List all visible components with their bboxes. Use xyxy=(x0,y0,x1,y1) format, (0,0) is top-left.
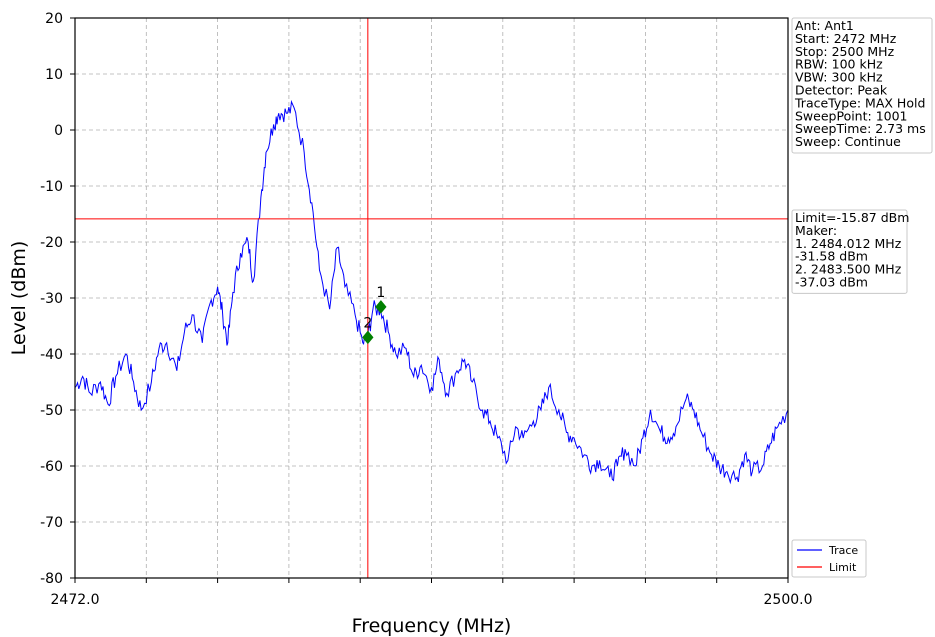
limit-box-line: -31.58 dBm xyxy=(795,249,868,264)
legend-label-trace: Trace xyxy=(828,544,858,557)
y-tick-label: -40 xyxy=(40,347,63,363)
limit-box-line: Limit=-15.87 dBm xyxy=(795,210,909,225)
limit-box-line: 2. 2483.500 MHz xyxy=(795,262,902,277)
y-axis-ticks: 20 10 0 -10 -20 -30 -40 -50 -60 -70 -80 xyxy=(40,11,75,587)
legend: Trace Limit xyxy=(791,539,867,578)
limit-box-line: -37.03 dBm xyxy=(795,275,868,290)
limit-box-line: 1. 2484.012 MHz xyxy=(795,236,902,251)
info-box-line: Detector: Peak xyxy=(795,83,888,98)
y-tick-label: 10 xyxy=(45,67,63,83)
trace-line xyxy=(74,99,789,485)
limit-box-line: Maker: xyxy=(795,223,837,238)
y-tick-label: -60 xyxy=(40,459,63,475)
info-box-line: SweepPoint: 1001 xyxy=(795,108,908,123)
legend-label-limit: Limit xyxy=(829,561,857,574)
plot-frame xyxy=(74,17,789,579)
x-axis-ticks: 2472.0 2500.0 xyxy=(51,578,813,608)
legend-border xyxy=(791,539,867,578)
y-tick-label: -50 xyxy=(40,403,63,419)
info-box-line: TraceType: MAX Hold xyxy=(794,95,925,110)
info-box-line: VBW: 300 kHz xyxy=(795,70,883,85)
y-tick-label: -10 xyxy=(40,179,63,195)
overlay-layer: 12 xyxy=(75,18,788,578)
info-box-line: Stop: 2500 MHz xyxy=(795,44,895,59)
y-tick-label: -20 xyxy=(40,235,63,251)
series-layer xyxy=(74,99,789,485)
x-axis-title: Frequency (MHz) xyxy=(352,615,512,637)
x-tick-label-start: 2472.0 xyxy=(51,592,100,608)
marker-1-label: 1 xyxy=(376,285,385,301)
info-box-line: SweepTime: 2.73 ms xyxy=(795,121,926,136)
info-box-border xyxy=(791,17,933,154)
info-box-line: RBW: 100 kHz xyxy=(795,57,883,72)
marker-2-diamond xyxy=(362,330,374,345)
y-tick-label: 0 xyxy=(54,123,63,139)
limit-box-border xyxy=(791,209,908,294)
y-axis-title: Level (dBm) xyxy=(8,241,30,356)
info-box-line: Start: 2472 MHz xyxy=(795,31,897,46)
y-tick-label: -30 xyxy=(40,291,63,307)
grid xyxy=(74,17,789,579)
y-tick-label: 20 xyxy=(45,11,63,27)
y-tick-label: -80 xyxy=(40,571,63,587)
y-tick-label: -70 xyxy=(40,515,63,531)
marker-1-diamond xyxy=(375,300,387,314)
info-box-line: Ant: Ant1 xyxy=(795,18,854,33)
info-box-line: Sweep: Continue xyxy=(795,134,901,149)
marker-2-label: 2 xyxy=(363,315,372,331)
x-tick-label-end: 2500.0 xyxy=(764,592,813,608)
